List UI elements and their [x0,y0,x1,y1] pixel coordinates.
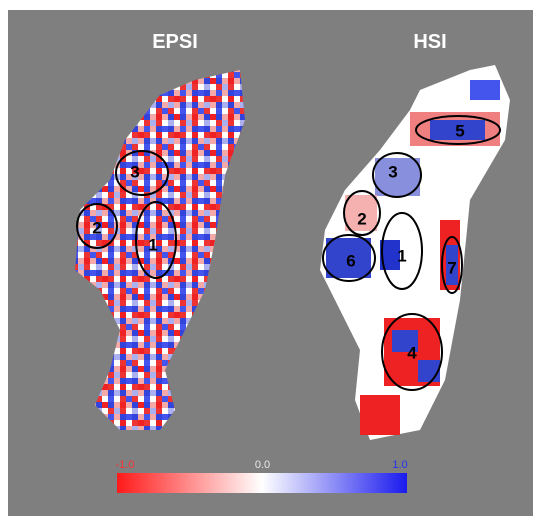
colorbar-tick-label: 1.0 [392,459,407,471]
region-label: 5 [455,121,464,140]
colorbar-tick-label: 0.0 [255,459,270,471]
region-label: 6 [346,251,355,270]
region-label: 3 [388,162,397,181]
patch [470,80,500,100]
colorbar-scale [117,473,407,493]
region-label: 1 [148,235,157,254]
panel-title: HSI [413,31,446,53]
patch [360,395,400,435]
region-label: 4 [407,343,417,362]
screenshot: EPSI 3 2 1 HSI 5 3 2 6 1 7 4 [0,0,541,526]
region-label: 7 [447,258,456,277]
region-label: 3 [130,162,139,181]
panel-title: EPSI [152,31,198,53]
patch [418,360,440,382]
region-label: 2 [357,209,366,228]
region-label: 2 [92,218,101,237]
region-label: 1 [397,246,406,265]
colorbar-tick-label: -1.0 [116,459,135,471]
